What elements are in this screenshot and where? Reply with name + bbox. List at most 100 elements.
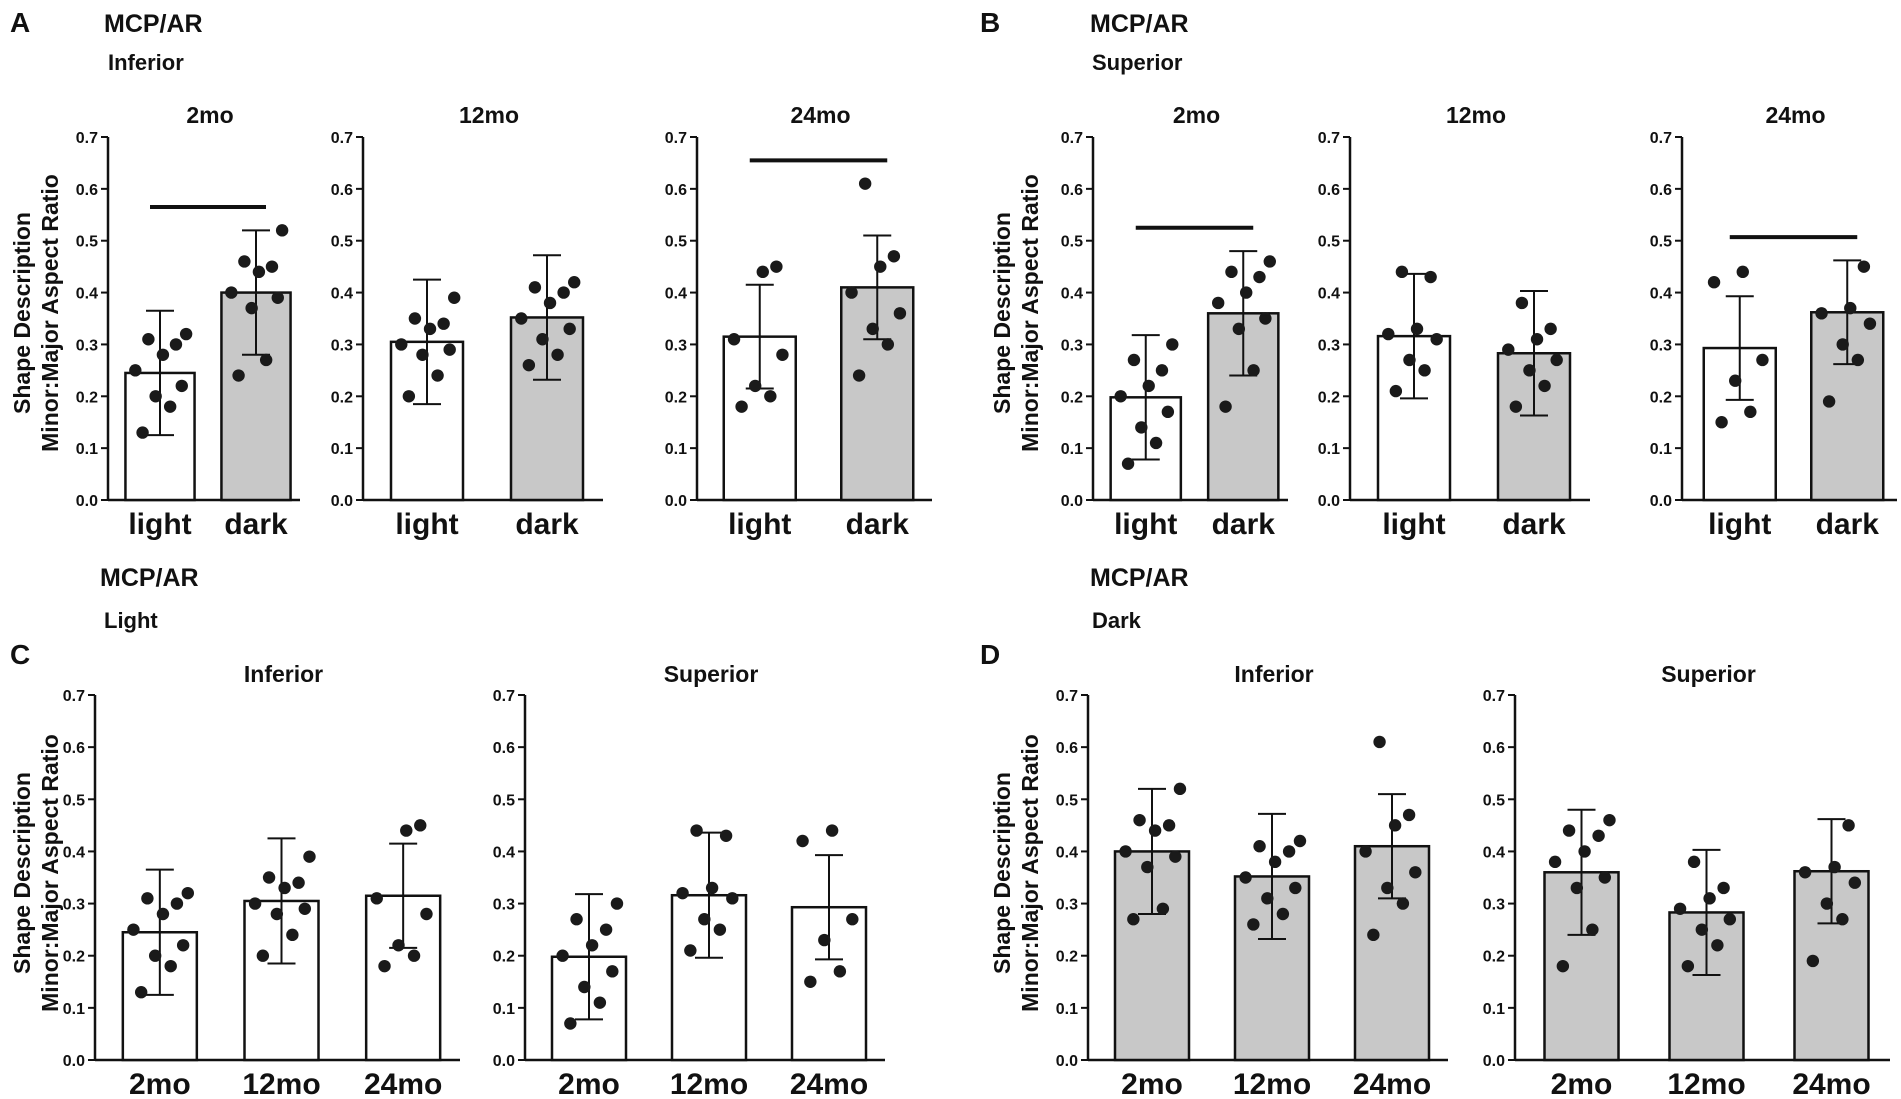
y-axis-label-d-line1: Shape Description [989, 772, 1015, 974]
data-point [1239, 286, 1253, 299]
x-tick-label: light [728, 508, 791, 541]
data-point [796, 834, 809, 848]
x-tick-label: 2mo [1121, 1068, 1183, 1099]
chart-title: Inferior [244, 661, 323, 687]
data-point [1828, 860, 1841, 874]
chart-title: 12mo [1446, 102, 1506, 128]
data-point [1141, 860, 1154, 874]
data-point [578, 980, 591, 994]
data-point [259, 353, 273, 367]
y-tick-label: 0.5 [63, 792, 85, 809]
x-tick-label: dark [224, 508, 288, 541]
data-point [129, 364, 142, 377]
data-point [1863, 317, 1877, 330]
data-point [179, 327, 193, 341]
data-point [1359, 845, 1372, 858]
data-point [690, 824, 703, 837]
data-point [303, 850, 316, 863]
x-tick-label: 24mo [1792, 1068, 1870, 1099]
data-point [1239, 871, 1252, 884]
data-point [776, 348, 789, 361]
x-tick-label: 2mo [129, 1068, 191, 1099]
panel-c-subtitle: Light [104, 608, 158, 633]
data-point [1857, 260, 1871, 273]
data-point [698, 913, 711, 926]
data-point [1127, 353, 1141, 367]
data-point [1396, 897, 1410, 910]
panel-c-title: MCP/AR [100, 564, 199, 592]
data-point [170, 897, 184, 910]
data-point [1382, 327, 1395, 341]
data-point [1586, 923, 1599, 936]
data-point [1556, 959, 1570, 973]
bar [220, 291, 292, 502]
y-axis-label-c: Shape Description Minor:Major Aspect Rat… [9, 734, 63, 1012]
data-point [764, 390, 777, 403]
data-point [136, 426, 149, 439]
data-point [262, 871, 276, 884]
data-point [1548, 855, 1562, 869]
data-point [804, 975, 817, 988]
y-tick-label: 0.6 [1483, 740, 1505, 757]
x-tick-label: dark [1816, 508, 1880, 541]
panel-d-letter: D [980, 639, 1000, 670]
data-point [1598, 871, 1612, 884]
data-point [443, 343, 456, 356]
data-point [1156, 902, 1170, 915]
x-tick-label: light [1382, 508, 1445, 541]
data-point [1225, 265, 1238, 279]
data-point [719, 829, 733, 842]
data-point [286, 928, 299, 942]
data-point [1135, 421, 1148, 434]
x-tick-label: 2mo [1551, 1068, 1613, 1099]
y-tick-label: 0.5 [1056, 792, 1078, 809]
x-tick-label: dark [515, 508, 579, 541]
data-point [557, 286, 570, 299]
data-point [407, 949, 421, 962]
y-axis-label-a: Shape Description Minor:Major Aspect Rat… [9, 174, 63, 452]
panel-c-header: MCP/AR Light C [10, 564, 199, 670]
y-tick-label: 0.7 [331, 130, 353, 147]
x-tick-label: light [1114, 508, 1177, 541]
data-point [1681, 959, 1695, 973]
chart-c2: Superior 0.0 0.1 0.2 0.3 0.4 0.5 0.6 0.7 2mo 12mo 2… [493, 661, 885, 1099]
y-tick-label: 0.4 [76, 286, 98, 303]
data-point [1232, 322, 1246, 336]
x-tick-label: 12mo [1233, 1068, 1311, 1099]
data-point [1162, 819, 1176, 832]
data-point [156, 348, 170, 361]
data-point [378, 959, 391, 973]
y-tick-label: 0.0 [1318, 493, 1340, 510]
data-point [420, 907, 433, 921]
data-point [1149, 436, 1163, 450]
data-point [1822, 395, 1836, 408]
y-tick-label: 0.0 [1061, 493, 1083, 510]
panel-a-subtitle: Inferior [108, 50, 184, 75]
data-point [887, 250, 901, 263]
data-point [1410, 322, 1424, 336]
y-tick-label: 0.1 [63, 1001, 85, 1018]
data-point [1562, 824, 1576, 837]
data-point [1509, 400, 1523, 413]
y-tick-label: 0.1 [493, 1001, 515, 1018]
y-tick-label: 0.0 [665, 493, 687, 510]
data-point [1418, 364, 1431, 377]
y-tick-label: 0.4 [665, 286, 687, 303]
x-tick-label: 24mo [790, 1068, 868, 1099]
data-point [556, 949, 569, 962]
data-point [727, 333, 741, 346]
chart-title: Superior [664, 661, 759, 687]
panel-a-letter: A [10, 7, 30, 38]
data-point [400, 824, 413, 837]
y-axis-label-a-line1: Shape Description [9, 212, 35, 414]
data-point [1717, 881, 1730, 895]
data-point [1133, 813, 1146, 827]
data-point [1592, 829, 1605, 842]
chart-b1: 2mo 0.0 0.1 0.2 0.3 0.4 0.5 0.6 0.7 light dark [1061, 102, 1288, 541]
data-point [1289, 881, 1302, 895]
y-tick-label: 0.2 [1056, 949, 1078, 966]
data-point [156, 907, 170, 921]
data-point [265, 260, 279, 273]
y-axis-label-b-line2: Minor:Major Aspect Ratio [1017, 174, 1043, 452]
